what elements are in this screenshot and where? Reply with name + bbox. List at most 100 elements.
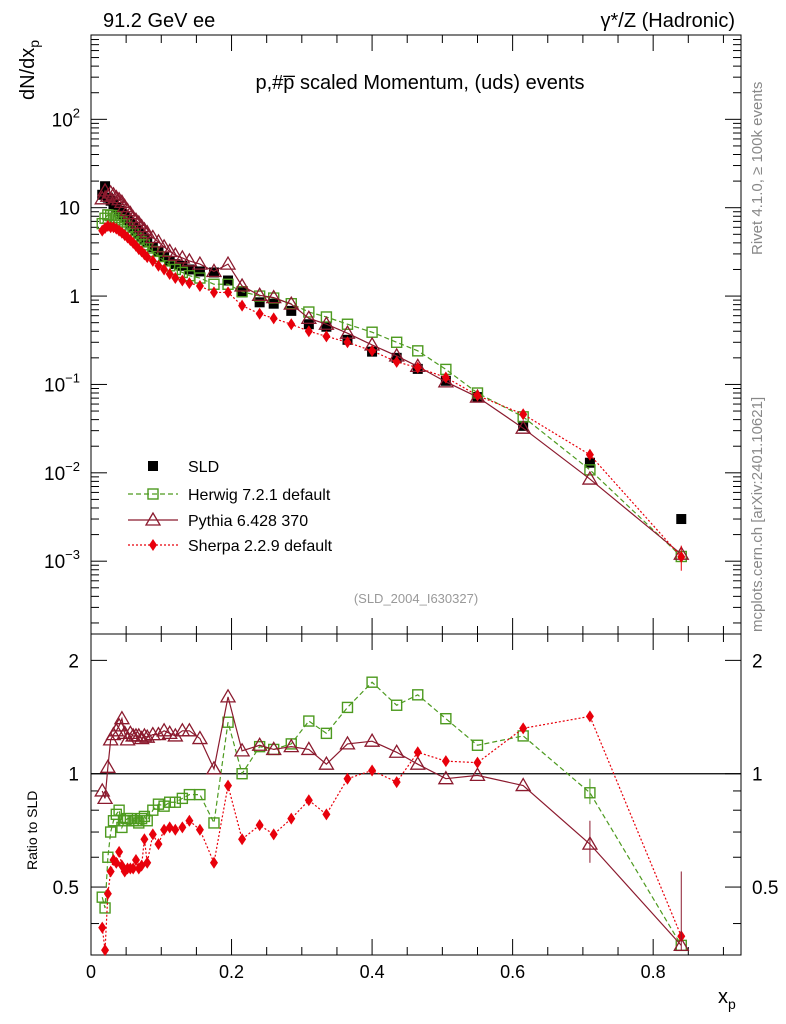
- data-point: [392, 355, 401, 368]
- data-point: [191, 255, 209, 270]
- ratio-point: [236, 768, 248, 780]
- ratio-point: [363, 732, 381, 747]
- ratio-point: [341, 701, 354, 714]
- ratio-frame: [90, 633, 742, 956]
- data-point: [233, 277, 251, 292]
- rivet-label: Rivet 4.1.0, ≥ 100k events: [749, 82, 766, 255]
- data-point: [412, 345, 424, 357]
- ratio-point: [101, 944, 110, 957]
- data-point: [174, 249, 191, 264]
- ratio-point: [303, 715, 315, 727]
- ratio-point: [269, 828, 278, 841]
- ratio-point: [103, 887, 112, 900]
- ratio-tick-label-right: 1: [752, 765, 763, 786]
- x-tick-label: 0.2: [219, 962, 244, 982]
- data-point: [320, 311, 333, 323]
- ratio-point: [96, 790, 114, 805]
- ratio-point: [99, 902, 111, 914]
- data-point: [208, 267, 219, 278]
- data-point: [341, 318, 354, 330]
- data-point: [143, 251, 152, 264]
- data-point: [185, 277, 194, 290]
- legend-marker: [147, 488, 159, 500]
- header-right: γ*/Z (Hadronic): [601, 10, 735, 32]
- ratio-point: [113, 710, 131, 725]
- ratio-panel: 0 0.2 0.4 0.6 0.8 0.5 0.5 1 1 2 2: [53, 633, 778, 982]
- ratio-point: [178, 821, 187, 834]
- ratio-point: [205, 760, 223, 775]
- ratio-line: [101, 681, 682, 946]
- ratio-point: [585, 710, 594, 723]
- data-point: [160, 263, 169, 276]
- data-point: [265, 289, 282, 304]
- ratio-point: [368, 764, 377, 777]
- ratio-point: [440, 712, 452, 725]
- ratio-point: [139, 728, 156, 743]
- legend: SLD Herwig 7.2.1 default Pythia 6.428 370 S…: [128, 459, 333, 555]
- ratio-point: [441, 755, 450, 768]
- series-2: [94, 182, 690, 560]
- mcplots-label: mcplots.cern.ch [arXiv:2401.10621]: [749, 397, 766, 632]
- ratio-point: [238, 833, 247, 846]
- ratio-point: [339, 735, 356, 750]
- data-point: [321, 321, 332, 332]
- data-point: [585, 448, 594, 461]
- ratio-point: [169, 796, 182, 808]
- ratio-point: [154, 838, 163, 851]
- ratio-point: [322, 808, 331, 821]
- ratio-point: [471, 739, 484, 751]
- data-point: [120, 229, 129, 242]
- ratio-point: [104, 826, 117, 838]
- ratio-point: [515, 777, 532, 792]
- legend-label: SLD: [188, 459, 219, 476]
- legend-label: Sherpa 2.2.9 default: [188, 538, 333, 555]
- ratio-point: [165, 821, 174, 834]
- series-3: [98, 220, 686, 563]
- ratio-point: [167, 727, 184, 742]
- data-point: [195, 280, 204, 293]
- analysis-id: (SLD_2004_I630327): [354, 591, 478, 606]
- data-point: [519, 408, 528, 421]
- data-point: [322, 330, 331, 343]
- data-point: [139, 224, 156, 239]
- data-point: [473, 389, 482, 402]
- data-point: [136, 221, 153, 236]
- data-point: [150, 233, 167, 248]
- ratio-point: [181, 722, 198, 737]
- ratio-tick-label-right: 0.5: [752, 878, 778, 899]
- data-point: [255, 307, 264, 320]
- ratio-point: [110, 808, 122, 821]
- ratio-point: [519, 722, 528, 735]
- data-point: [194, 266, 205, 277]
- data-point: [303, 306, 315, 318]
- y-axis-label: dN/dxp: [17, 40, 42, 100]
- x-tick-label: 0.8: [641, 962, 666, 982]
- ratio-tick-label-right: 2: [752, 651, 763, 672]
- ratio-point: [673, 937, 690, 952]
- data-point: [515, 419, 532, 434]
- ratio-point: [209, 856, 218, 869]
- data-point: [269, 312, 278, 325]
- ratio-series-1: [94, 688, 690, 952]
- ratio-point: [133, 730, 150, 745]
- ratio-point: [283, 738, 300, 753]
- data-point: [161, 243, 178, 258]
- ratio-point: [390, 699, 403, 711]
- y-tick-label: 10: [59, 199, 80, 220]
- ratio-tick-label: 2: [68, 651, 79, 672]
- ratio-point: [129, 862, 138, 875]
- ratio-point: [106, 865, 115, 878]
- ratio-point: [110, 717, 128, 732]
- ratio-point: [171, 823, 180, 836]
- ratio-point: [160, 823, 169, 836]
- ratio-point: [251, 736, 268, 751]
- data-point: [303, 319, 314, 330]
- data-point: [97, 189, 108, 200]
- data-point: [237, 287, 248, 298]
- data-point: [178, 274, 187, 287]
- data-point: [300, 310, 317, 324]
- ratio-point: [115, 845, 124, 858]
- ratio-point: [219, 688, 237, 703]
- ratio-point: [473, 756, 482, 769]
- data-point: [441, 371, 450, 384]
